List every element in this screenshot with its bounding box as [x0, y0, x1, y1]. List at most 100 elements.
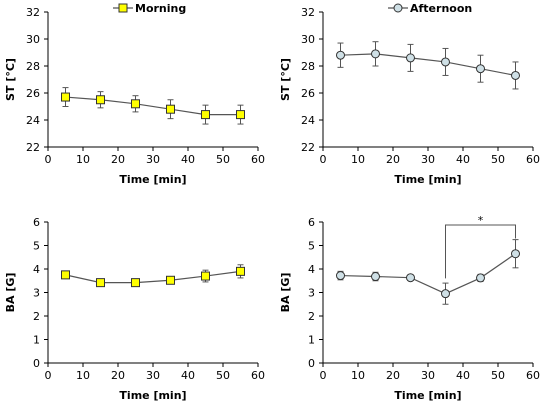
- data-point-circle: [371, 272, 380, 282]
- legend: Morning: [113, 2, 186, 15]
- x-tick-label: 50: [491, 153, 505, 166]
- data-point-square: [236, 110, 245, 120]
- data-point-square: [166, 275, 175, 285]
- chart-panel-2: 0 10 20 30 40 50 60 22 24 26 28 30 32 Time [min] ST [°…: [279, 2, 540, 186]
- y-tick-label: 3: [308, 287, 315, 300]
- x-tick-label: 60: [251, 369, 265, 382]
- x-axis-label: Time [min]: [119, 173, 186, 186]
- x-tick-label: 0: [45, 153, 52, 166]
- data-point-circle: [441, 289, 450, 299]
- data-point-circle: [476, 273, 485, 283]
- y-tick-label: 28: [26, 60, 40, 73]
- x-tick-label: 0: [320, 153, 327, 166]
- y-tick-label: 30: [26, 33, 40, 46]
- series-line: [65, 270, 241, 284]
- legend-label: Afternoon: [410, 2, 472, 15]
- data-point-square: [96, 95, 105, 105]
- data-point-circle: [336, 271, 345, 281]
- x-tick-label: 30: [421, 153, 435, 166]
- y-tick-label: 32: [26, 6, 40, 19]
- x-tick-label: 40: [181, 369, 195, 382]
- chart-panel-1: 0 10 20 30 40 50 60 22 24 26 28 30 32 Time [min] ST [°…: [4, 2, 265, 186]
- y-tick-label: 32: [301, 6, 315, 19]
- x-tick-label: 40: [456, 369, 470, 382]
- data-point-square: [96, 278, 105, 288]
- data-point-square: [131, 278, 140, 288]
- x-axis-label: Time [min]: [394, 389, 461, 402]
- series-line: [340, 253, 516, 295]
- x-tick-label: 0: [320, 369, 327, 382]
- y-tick-label: 4: [308, 263, 315, 276]
- y-tick-label: 5: [33, 240, 40, 253]
- series-line: [340, 53, 516, 77]
- series-line: [65, 96, 241, 116]
- x-tick-label: 30: [421, 369, 435, 382]
- y-tick-label: 5: [308, 240, 315, 253]
- x-tick-label: 50: [216, 153, 230, 166]
- y-tick-label: 6: [33, 216, 40, 229]
- legend: Afternoon: [388, 2, 472, 15]
- y-tick-label: 1: [33, 334, 40, 347]
- data-point-square: [236, 266, 245, 276]
- y-tick-label: 3: [33, 287, 40, 300]
- significance-marker: *: [478, 214, 484, 227]
- y-axis-label: BA [G]: [279, 273, 292, 313]
- x-tick-label: 20: [386, 153, 400, 166]
- data-point-circle: [336, 50, 345, 60]
- y-tick-label: 28: [301, 60, 315, 73]
- x-tick-label: 20: [111, 369, 125, 382]
- y-tick-label: 30: [301, 33, 315, 46]
- x-tick-label: 60: [251, 153, 265, 166]
- legend-label: Morning: [135, 2, 186, 15]
- data-point-circle: [511, 249, 520, 259]
- x-tick-label: 40: [181, 153, 195, 166]
- data-point-square: [166, 104, 175, 114]
- y-axis-label: ST [°C]: [279, 58, 292, 101]
- x-tick-label: 20: [386, 369, 400, 382]
- y-tick-label: 24: [301, 114, 315, 127]
- significance-bracket: [445, 224, 516, 279]
- chart-panel-4: 0 10 20 30 40 50 60 0 1 2 3 4 5 6 Time [min] BA [G] *: [279, 214, 540, 402]
- legend-marker: [393, 3, 403, 13]
- data-point-square: [201, 271, 210, 281]
- x-tick-label: 50: [491, 369, 505, 382]
- x-tick-label: 50: [216, 369, 230, 382]
- y-tick-label: 22: [301, 141, 315, 154]
- y-tick-label: 26: [26, 87, 40, 100]
- data-point-circle: [476, 64, 485, 74]
- x-tick-label: 10: [351, 369, 365, 382]
- data-point-circle: [511, 70, 520, 80]
- y-tick-label: 22: [26, 141, 40, 154]
- data-point-circle: [406, 53, 415, 63]
- x-tick-label: 60: [526, 369, 540, 382]
- data-point-square: [201, 110, 210, 120]
- chart-panel-3: 0 10 20 30 40 50 60 0 1 2 3 4 5 6 Time [min] BA [G]: [4, 216, 265, 402]
- x-tick-label: 10: [76, 369, 90, 382]
- x-tick-label: 40: [456, 153, 470, 166]
- x-tick-label: 20: [111, 153, 125, 166]
- data-point-circle: [441, 57, 450, 67]
- x-tick-label: 30: [146, 153, 160, 166]
- y-tick-label: 2: [33, 310, 40, 323]
- y-tick-label: 0: [33, 357, 40, 370]
- y-tick-label: 0: [308, 357, 315, 370]
- y-tick-label: 24: [26, 114, 40, 127]
- legend-marker: [118, 3, 128, 13]
- y-tick-label: 26: [301, 87, 315, 100]
- x-tick-label: 10: [351, 153, 365, 166]
- x-axis-label: Time [min]: [394, 173, 461, 186]
- y-tick-label: 4: [33, 263, 40, 276]
- y-tick-label: 2: [308, 310, 315, 323]
- data-point-circle: [371, 49, 380, 59]
- y-tick-label: 1: [308, 334, 315, 347]
- y-tick-label: 6: [308, 216, 315, 229]
- data-point-square: [61, 270, 70, 280]
- x-tick-label: 30: [146, 369, 160, 382]
- y-axis-label: BA [G]: [4, 273, 17, 313]
- data-point-square: [131, 99, 140, 109]
- x-tick-label: 0: [45, 369, 52, 382]
- data-point-circle: [406, 273, 415, 283]
- x-axis-label: Time [min]: [119, 389, 186, 402]
- x-tick-label: 10: [76, 153, 90, 166]
